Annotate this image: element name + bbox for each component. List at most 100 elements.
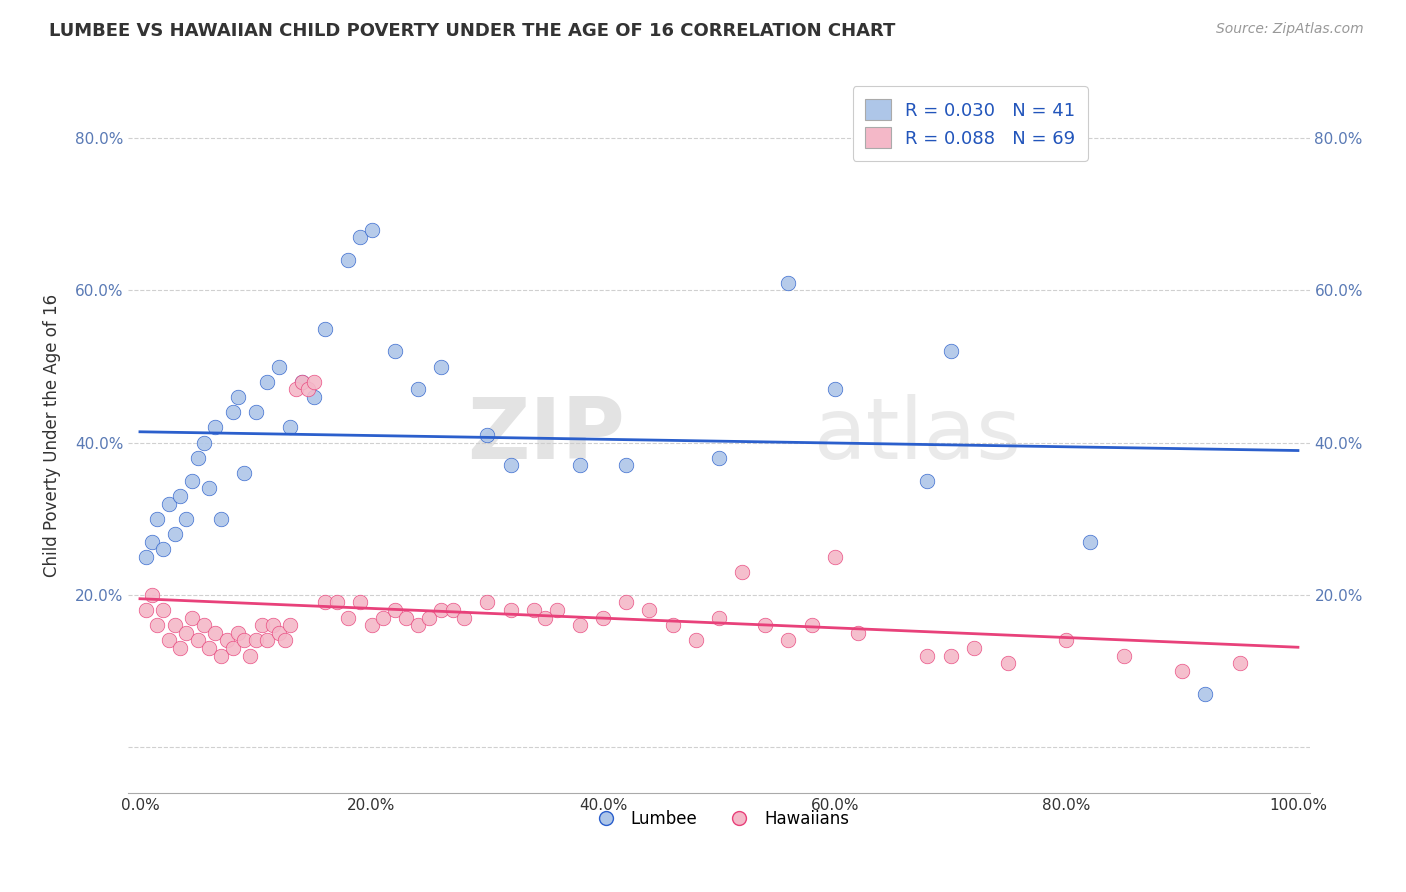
Point xyxy=(169,489,191,503)
Point xyxy=(215,633,238,648)
Point xyxy=(181,474,204,488)
Point xyxy=(1114,648,1136,663)
Point xyxy=(477,428,499,442)
Point xyxy=(846,625,869,640)
Point xyxy=(360,618,382,632)
Point xyxy=(291,375,314,389)
Point xyxy=(963,641,986,656)
Point xyxy=(233,466,256,480)
Point xyxy=(297,383,319,397)
Point xyxy=(256,375,278,389)
Point xyxy=(337,610,360,624)
Point xyxy=(430,359,453,374)
Point xyxy=(824,383,846,397)
Text: ZIP: ZIP xyxy=(467,393,624,476)
Point xyxy=(731,565,754,579)
Point xyxy=(707,610,730,624)
Point xyxy=(250,618,273,632)
Point xyxy=(245,633,267,648)
Point xyxy=(661,618,683,632)
Point xyxy=(1194,687,1216,701)
Point xyxy=(685,633,707,648)
Point xyxy=(273,633,295,648)
Point xyxy=(939,648,962,663)
Point xyxy=(291,375,314,389)
Point xyxy=(280,420,302,434)
Point xyxy=(256,633,278,648)
Point xyxy=(267,359,290,374)
Point xyxy=(406,618,429,632)
Point xyxy=(141,534,163,549)
Point xyxy=(778,633,800,648)
Point xyxy=(939,344,962,359)
Point xyxy=(592,610,614,624)
Point xyxy=(499,458,522,473)
Point xyxy=(1054,633,1077,648)
Text: LUMBEE VS HAWAIIAN CHILD POVERTY UNDER THE AGE OF 16 CORRELATION CHART: LUMBEE VS HAWAIIAN CHILD POVERTY UNDER T… xyxy=(49,22,896,40)
Point xyxy=(157,633,180,648)
Point xyxy=(707,450,730,465)
Point xyxy=(262,618,284,632)
Point xyxy=(174,512,197,526)
Point xyxy=(360,222,382,236)
Point xyxy=(997,657,1019,671)
Point xyxy=(239,648,262,663)
Point xyxy=(800,618,823,632)
Point xyxy=(314,595,336,609)
Point xyxy=(395,610,418,624)
Point xyxy=(267,625,290,640)
Point xyxy=(169,641,191,656)
Point xyxy=(187,633,209,648)
Legend: Lumbee, Hawaiians: Lumbee, Hawaiians xyxy=(582,803,856,834)
Point xyxy=(523,603,546,617)
Point xyxy=(314,321,336,335)
Point xyxy=(302,390,325,404)
Point xyxy=(754,618,776,632)
Point xyxy=(302,375,325,389)
Point xyxy=(163,618,186,632)
Point xyxy=(198,641,221,656)
Point xyxy=(1229,657,1251,671)
Point xyxy=(326,595,349,609)
Point xyxy=(204,625,226,640)
Point xyxy=(1078,534,1101,549)
Point xyxy=(152,603,174,617)
Point xyxy=(569,458,592,473)
Point xyxy=(406,383,429,397)
Point xyxy=(418,610,440,624)
Point xyxy=(146,512,169,526)
Point xyxy=(384,603,406,617)
Point xyxy=(614,595,637,609)
Point xyxy=(245,405,267,419)
Point xyxy=(221,641,243,656)
Point xyxy=(917,474,939,488)
Point xyxy=(280,618,302,632)
Point xyxy=(146,618,169,632)
Point xyxy=(384,344,406,359)
Point xyxy=(181,610,204,624)
Point xyxy=(349,595,371,609)
Point xyxy=(534,610,557,624)
Point xyxy=(174,625,197,640)
Point xyxy=(453,610,475,624)
Point xyxy=(441,603,464,617)
Point xyxy=(499,603,522,617)
Point xyxy=(569,618,592,632)
Point xyxy=(221,405,243,419)
Point xyxy=(228,390,250,404)
Text: atlas: atlas xyxy=(814,393,1021,476)
Point xyxy=(638,603,661,617)
Point xyxy=(141,588,163,602)
Point xyxy=(228,625,250,640)
Point xyxy=(285,383,308,397)
Y-axis label: Child Poverty Under the Age of 16: Child Poverty Under the Age of 16 xyxy=(44,293,60,576)
Point xyxy=(209,648,232,663)
Point xyxy=(135,603,157,617)
Point xyxy=(1171,664,1194,678)
Point xyxy=(135,549,157,564)
Point xyxy=(477,595,499,609)
Point xyxy=(193,435,215,450)
Point xyxy=(163,527,186,541)
Point xyxy=(546,603,568,617)
Point xyxy=(157,496,180,510)
